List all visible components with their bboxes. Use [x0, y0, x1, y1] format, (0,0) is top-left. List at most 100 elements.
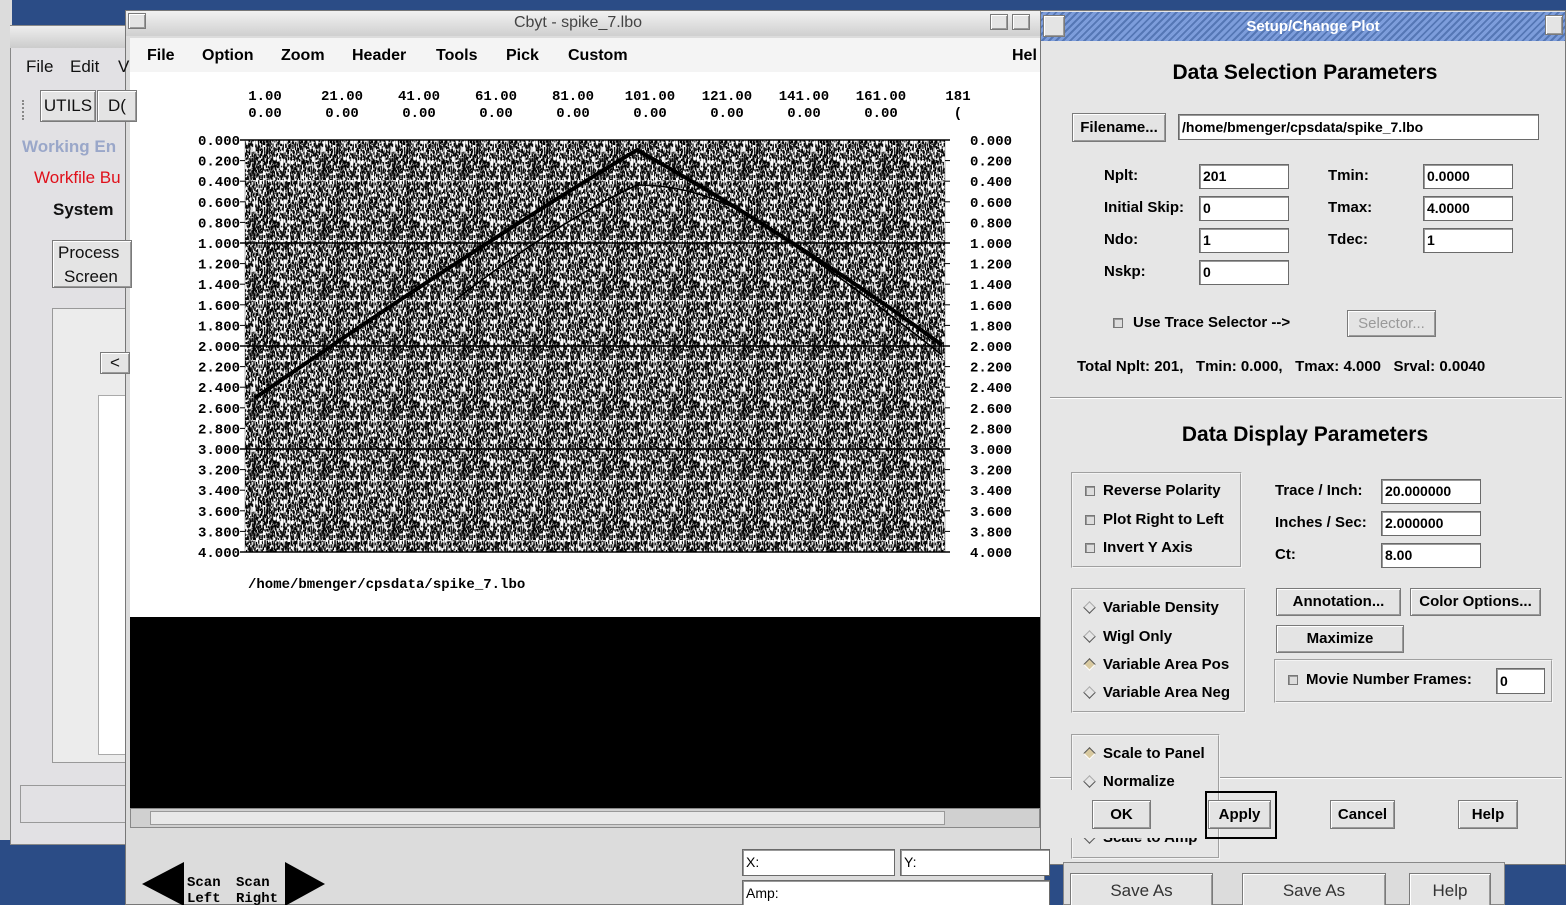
- selector-button[interactable]: Selector...: [1347, 310, 1436, 337]
- field-input[interactable]: 1: [1423, 228, 1513, 253]
- radio-label[interactable]: Variable Area Pos: [1103, 656, 1229, 674]
- time-label: 1.600: [970, 299, 1012, 315]
- trace-header-label: 141.00: [779, 89, 829, 105]
- time-label: 0.400: [970, 175, 1012, 191]
- window-control[interactable]: [1012, 14, 1030, 30]
- scan-right-arrow[interactable]: [285, 862, 325, 905]
- window-menu-button[interactable]: [128, 13, 146, 29]
- time-label: 2.800: [970, 422, 1012, 438]
- checkbox[interactable]: [1085, 543, 1095, 553]
- radio-label[interactable]: Variable Density: [1103, 599, 1219, 617]
- time-label: 1.800: [198, 319, 240, 335]
- menu-item[interactable]: Edit: [70, 58, 99, 76]
- action-button[interactable]: Help: [1458, 800, 1518, 829]
- menu-item[interactable]: Hel: [1012, 47, 1037, 65]
- checkbox[interactable]: [1085, 486, 1095, 496]
- scan-label[interactable]: Right: [236, 890, 278, 905]
- menu-item[interactable]: Custom: [568, 47, 628, 65]
- time-label: 3.800: [970, 525, 1012, 541]
- menu-item[interactable]: Pick: [506, 47, 539, 65]
- checkbox-label[interactable]: Use Trace Selector -->: [1133, 314, 1290, 332]
- checkbox-label[interactable]: Invert Y Axis: [1103, 539, 1193, 557]
- trace-header-label: 0.00: [710, 106, 744, 122]
- radio-label[interactable]: Wigl Only: [1103, 628, 1172, 646]
- menu-item[interactable]: Option: [202, 47, 254, 65]
- trace-header-label: 0.00: [325, 106, 359, 122]
- field-input[interactable]: 8.00: [1381, 543, 1481, 568]
- desktop: 1.000.0021.000.0041.000.0061.000.0081.00…: [0, 0, 1566, 905]
- window-control[interactable]: [990, 14, 1008, 30]
- trace-header-label: 1.00: [248, 89, 282, 105]
- tab[interactable]: Workfile Bu: [34, 169, 121, 187]
- button[interactable]: Save As: [1242, 873, 1386, 905]
- separator: [1050, 397, 1562, 399]
- trace-header-label: 0.00: [402, 106, 436, 122]
- toolbar-button[interactable]: D(: [97, 90, 137, 122]
- trace-header-label: 21.00: [321, 89, 363, 105]
- process-button-label[interactable]: Process: [58, 244, 119, 262]
- field-input[interactable]: 0: [1199, 260, 1289, 285]
- readout: X:: [742, 849, 895, 876]
- field-label: Inches / Sec:: [1275, 514, 1367, 532]
- trace-header-label: (: [954, 106, 962, 122]
- checkbox[interactable]: [1113, 318, 1123, 328]
- time-label: 1.000: [970, 237, 1012, 253]
- time-label: 1.400: [198, 278, 240, 294]
- button[interactable]: Maximize: [1276, 625, 1404, 653]
- button[interactable]: Help: [1409, 873, 1491, 905]
- toolbar-button[interactable]: UTILS: [40, 90, 96, 122]
- radio-label[interactable]: Scale to Panel: [1103, 745, 1205, 763]
- checkbox[interactable]: [1288, 675, 1298, 685]
- field-input[interactable]: 2.000000: [1381, 511, 1481, 536]
- checkbox-label[interactable]: Movie Number Frames:: [1306, 671, 1472, 689]
- button[interactable]: Save As: [1070, 873, 1213, 905]
- filename-input[interactable]: /home/bmenger/cpsdata/spike_7.lbo: [1178, 114, 1539, 140]
- button[interactable]: Color Options...: [1410, 588, 1541, 616]
- process-button-label[interactable]: Screen: [64, 268, 118, 286]
- field-input[interactable]: 0: [1199, 196, 1289, 221]
- field-input[interactable]: 0: [1496, 668, 1545, 694]
- background-titlebar: [10, 26, 135, 48]
- trace-header-label: 0.00: [556, 106, 590, 122]
- action-button[interactable]: Apply: [1208, 800, 1271, 829]
- action-button[interactable]: OK: [1092, 800, 1151, 829]
- menu-item[interactable]: File: [26, 58, 53, 76]
- button[interactable]: Annotation...: [1276, 588, 1401, 616]
- menu-item[interactable]: V: [118, 58, 129, 76]
- field-input[interactable]: 0.0000: [1423, 164, 1513, 189]
- radio-label[interactable]: Normalize: [1103, 773, 1175, 791]
- menu-item[interactable]: File: [147, 47, 175, 65]
- time-label: 2.000: [198, 340, 240, 356]
- action-button[interactable]: Cancel: [1330, 800, 1395, 829]
- window-title: Cbyt - spike_7.lbo: [514, 14, 642, 32]
- time-label: 2.400: [198, 381, 240, 397]
- field-input[interactable]: 1: [1199, 228, 1289, 253]
- dialog-title: Setup/Change Plot: [1246, 18, 1379, 36]
- checkbox-label[interactable]: Reverse Polarity: [1103, 482, 1221, 500]
- summary: Total Nplt: 201, Tmin: 0.000, Tmax: 4.00…: [1077, 358, 1485, 376]
- field-input[interactable]: 20.000000: [1381, 479, 1481, 504]
- time-label: 1.600: [198, 299, 240, 315]
- filename-button[interactable]: Filename...: [1072, 113, 1166, 142]
- checkbox-label[interactable]: Plot Right to Left: [1103, 511, 1224, 529]
- menu-item[interactable]: Header: [352, 47, 406, 65]
- checkbox[interactable]: [1085, 515, 1095, 525]
- close-button[interactable]: [1545, 15, 1563, 35]
- nav-button[interactable]: <: [100, 352, 130, 374]
- trace-header-label: 181: [945, 89, 970, 105]
- radio-label[interactable]: Variable Area Neg: [1103, 684, 1230, 702]
- trace-header-label: 81.00: [552, 89, 594, 105]
- window-menu-button[interactable]: [1043, 15, 1065, 37]
- field-input[interactable]: 4.0000: [1423, 196, 1513, 221]
- scan-label[interactable]: Left: [187, 890, 221, 905]
- scan-left-arrow[interactable]: [142, 862, 184, 905]
- trace-header-label: 121.00: [702, 89, 752, 105]
- menu-item[interactable]: Zoom: [281, 47, 325, 65]
- menu-item[interactable]: Tools: [436, 47, 477, 65]
- trace-header-label: 0.00: [248, 106, 282, 122]
- scroll-thumb[interactable]: [150, 811, 945, 825]
- field-label: Tdec:: [1328, 231, 1368, 249]
- time-label: 0.000: [970, 134, 1012, 150]
- time-label: 2.200: [970, 361, 1012, 377]
- field-input[interactable]: 201: [1199, 164, 1289, 189]
